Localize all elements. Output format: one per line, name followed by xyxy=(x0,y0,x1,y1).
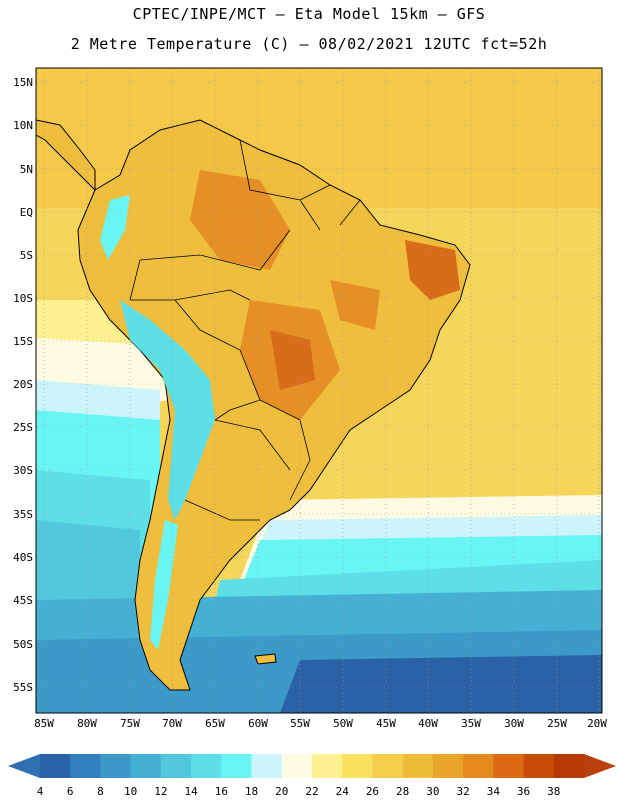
lon-label: 40W xyxy=(418,717,438,730)
lat-label: 15N xyxy=(13,76,33,89)
colorbar-label: 34 xyxy=(487,785,501,798)
lon-label: 50W xyxy=(333,717,353,730)
colorbar-label: 32 xyxy=(456,785,469,798)
lat-label: 5N xyxy=(20,163,33,176)
colorbar-labels: 4 6 8 10 12 14 16 18 20 22 24 26 28 30 32 34 36 38 xyxy=(37,785,561,798)
colorbar-label: 28 xyxy=(396,785,409,798)
lon-label: 30W xyxy=(504,717,524,730)
country-borders xyxy=(129,139,361,521)
colorbar-swatch xyxy=(70,754,101,778)
colorbar-label: 20 xyxy=(275,785,288,798)
colorbar-swatch xyxy=(553,754,585,778)
colorbar-swatches xyxy=(40,754,585,778)
central-america-land xyxy=(36,119,96,192)
lon-label: 55W xyxy=(290,717,310,730)
deep-ocean-band xyxy=(280,655,602,713)
lat-label: 50S xyxy=(13,638,33,651)
colorbar-swatch xyxy=(191,754,222,778)
andes-north xyxy=(100,195,130,260)
colorbar-label: 8 xyxy=(97,785,104,798)
colorbar-swatch xyxy=(100,754,132,778)
colorbar-label: 30 xyxy=(426,785,439,798)
lon-label: 65W xyxy=(205,717,225,730)
lat-label: EQ xyxy=(20,206,33,219)
map-frame xyxy=(35,67,603,714)
lat-label: 40S xyxy=(13,551,33,564)
latitude-labels: 15N 10N 5N EQ 5S 10S 15S 20S 25S 30S 35S… xyxy=(13,76,33,694)
colorbar-label: 36 xyxy=(517,785,530,798)
colorbar-swatch xyxy=(40,754,71,778)
colorbar-label: 22 xyxy=(305,785,318,798)
colorbar-label: 10 xyxy=(124,785,137,798)
colorbar-low-arrow xyxy=(8,754,40,778)
northeast-hot-spot xyxy=(405,240,460,300)
colorbar: 4 6 8 10 12 14 16 18 20 22 24 26 28 30 32 34 36 38 xyxy=(8,754,616,798)
lon-label: 75W xyxy=(120,717,140,730)
colorbar-swatch xyxy=(463,754,494,778)
colorbar-swatch xyxy=(402,754,434,778)
colorbar-label: 6 xyxy=(67,785,74,798)
colorbar-swatch xyxy=(221,754,253,778)
colorbar-label: 24 xyxy=(336,785,350,798)
lat-label: 5S xyxy=(20,249,33,262)
lon-label: 80W xyxy=(77,717,97,730)
lat-label: 10N xyxy=(13,119,33,132)
colorbar-swatch xyxy=(493,754,525,778)
lon-label: 35W xyxy=(461,717,481,730)
colorbar-label: 4 xyxy=(37,785,44,798)
map-field xyxy=(36,68,602,713)
colorbar-label: 18 xyxy=(245,785,258,798)
colorbar-swatch xyxy=(372,754,404,778)
andes-central xyxy=(120,300,215,520)
colorbar-swatch xyxy=(281,754,313,778)
colorbar-swatch xyxy=(523,754,555,778)
lat-label: 55S xyxy=(13,681,33,694)
colorbar-swatch xyxy=(342,754,373,778)
lon-label: 20W xyxy=(587,717,607,730)
bahia-hot-region xyxy=(330,280,380,330)
lon-label: 25W xyxy=(547,717,567,730)
lon-label: 85W xyxy=(34,717,54,730)
longitude-labels: 85W 80W 75W 70W 65W 60W 55W 50W 45W 40W … xyxy=(34,717,607,730)
lon-label: 70W xyxy=(162,717,182,730)
colorbar-label: 14 xyxy=(184,785,198,798)
falkland-islands xyxy=(254,653,277,665)
colorbar-swatch xyxy=(160,754,192,778)
colorbar-label: 12 xyxy=(154,785,167,798)
colorbar-label: 38 xyxy=(547,785,560,798)
lat-label: 30S xyxy=(13,464,33,477)
lat-label: 35S xyxy=(13,508,33,521)
title-line-1: CPTEC/INPE/MCT – Eta Model 15km – GFS xyxy=(132,5,486,23)
pantanal-hot-spot xyxy=(270,330,315,390)
colorbar-swatch xyxy=(251,754,283,778)
lat-label: 25S xyxy=(13,421,33,434)
lon-label: 45W xyxy=(376,717,396,730)
colorbar-swatch xyxy=(130,754,162,778)
lon-label: 60W xyxy=(248,717,268,730)
colorbar-high-arrow xyxy=(584,754,616,778)
lat-label: 10S xyxy=(13,292,33,305)
colorbar-swatch xyxy=(432,754,464,778)
colorbar-swatch xyxy=(312,754,343,778)
colorbar-label: 26 xyxy=(366,785,379,798)
andes-south xyxy=(150,520,178,650)
title-line-2: 2 Metre Temperature (C) – 08/02/2021 12U… xyxy=(70,35,548,53)
lat-label: 45S xyxy=(13,594,33,607)
lat-label: 20S xyxy=(13,378,33,391)
lat-label: 15S xyxy=(13,335,33,348)
colorbar-label: 16 xyxy=(215,785,228,798)
